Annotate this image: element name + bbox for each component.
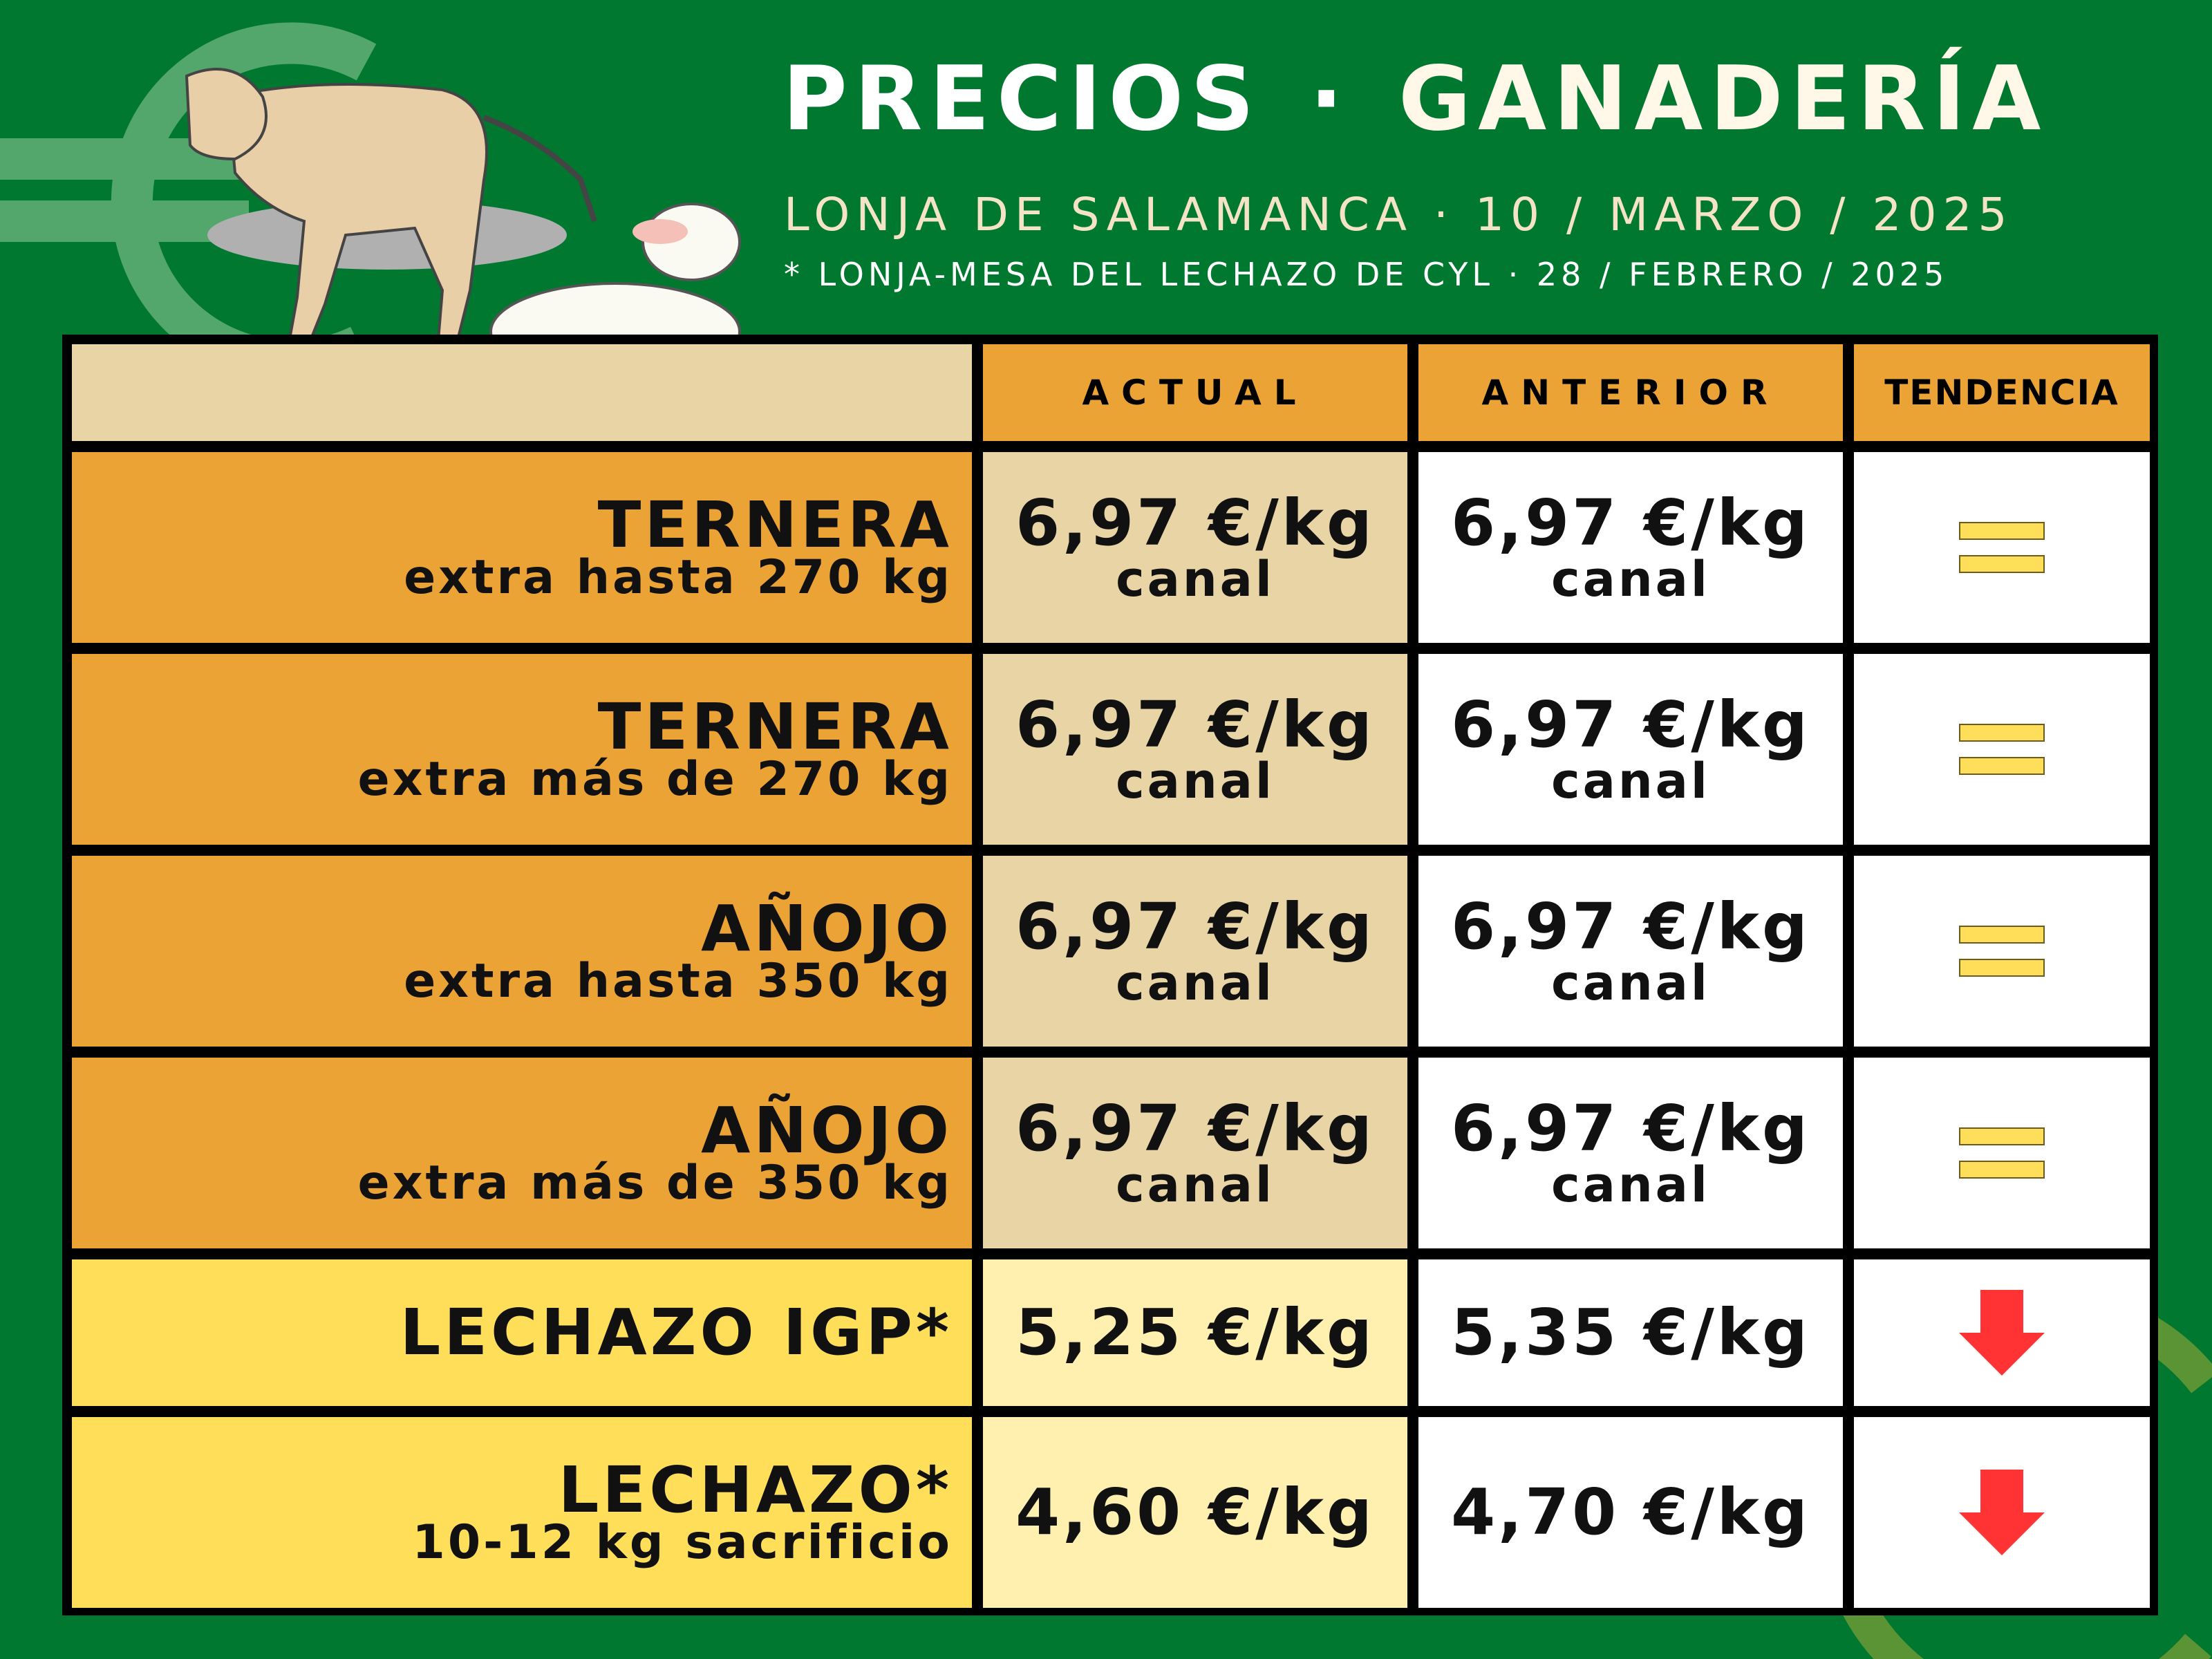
actual-price-cell: 5,25 €/kg: [983, 1259, 1407, 1406]
title-right: GANADERÍA: [1398, 48, 2048, 151]
trend-cell: [1854, 1058, 2150, 1248]
trend-cell: [1854, 1259, 2150, 1406]
product-detail: extra más de 350 kg: [357, 1156, 953, 1210]
price-unit: canal: [1551, 753, 1710, 809]
product-name: TERNERA: [597, 488, 953, 562]
product-cell: AÑOJO extra más de 350 kg: [72, 1058, 972, 1248]
page-title: PRECIOS · GANADERÍA: [782, 55, 2047, 144]
actual-price-cell: 6,97 €/kg canal: [983, 654, 1407, 845]
product-detail: extra hasta 270 kg: [404, 550, 953, 605]
price-unit: canal: [1551, 551, 1710, 608]
product-cell: TERNERA extra más de 270 kg: [72, 654, 972, 845]
product-detail: extra más de 270 kg: [357, 752, 953, 807]
previous-price: 6,97 €/kg: [1451, 1091, 1810, 1165]
product-cell: LECHAZO* 10-12 kg sacrificio: [72, 1417, 972, 1608]
product-name: LECHAZO*: [558, 1453, 953, 1527]
actual-price-cell: 4,60 €/kg: [983, 1417, 1407, 1608]
equal-icon: [1959, 522, 2045, 573]
actual-price: 6,97 €/kg: [1015, 1091, 1375, 1165]
product-detail: extra hasta 350 kg: [404, 954, 953, 1009]
previous-price: 4,70 €/kg: [1451, 1475, 1810, 1549]
actual-price-cell: 6,97 €/kg canal: [983, 856, 1407, 1047]
product-name: LECHAZO IGP*: [400, 1295, 953, 1369]
actual-price: 5,25 €/kg: [1015, 1295, 1375, 1369]
actual-price: 6,97 €/kg: [1015, 688, 1375, 762]
product-name: TERNERA: [597, 690, 953, 764]
equal-icon: [1959, 1127, 2045, 1179]
trend-cell: [1854, 856, 2150, 1047]
previous-price: 6,97 €/kg: [1451, 688, 1810, 762]
price-unit: canal: [1116, 753, 1275, 809]
subtitle: LONJA DE SALAMANCA · 10 / MARZO / 2025: [784, 188, 2014, 241]
header-blank-cell: [72, 344, 972, 441]
price-unit: canal: [1116, 955, 1275, 1011]
previous-price-cell: 6,97 €/kg canal: [1418, 452, 1843, 643]
trend-cell: [1854, 452, 2150, 643]
price-table: ACTUAL ANTERIOR TENDENCIA TERNERA extra h…: [62, 335, 2158, 1615]
previous-price: 5,35 €/kg: [1451, 1295, 1810, 1369]
arrow-down-icon: [1959, 1290, 2045, 1376]
previous-price-cell: 6,97 €/kg canal: [1418, 654, 1843, 845]
price-unit: canal: [1116, 551, 1275, 608]
actual-price: 6,97 €/kg: [1015, 486, 1375, 560]
actual-price-cell: 6,97 €/kg canal: [983, 452, 1407, 643]
product-cell: LECHAZO IGP*: [72, 1259, 972, 1406]
header-actual: ACTUAL: [983, 344, 1407, 441]
equal-icon: [1959, 724, 2045, 775]
equal-icon: [1959, 926, 2045, 977]
title-separator: ·: [1309, 48, 1350, 151]
previous-price: 6,97 €/kg: [1451, 890, 1810, 964]
actual-price-cell: 6,97 €/kg canal: [983, 1058, 1407, 1248]
previous-price: 6,97 €/kg: [1451, 486, 1810, 560]
previous-price-cell: 6,97 €/kg canal: [1418, 1058, 1843, 1248]
price-unit: canal: [1116, 1156, 1275, 1213]
trend-cell: [1854, 654, 2150, 845]
footnote: * LONJA-MESA DEL LECHAZO DE CYL · 28 / F…: [784, 256, 1949, 293]
product-detail: 10-12 kg sacrificio: [412, 1515, 953, 1570]
header-anterior: ANTERIOR: [1418, 344, 1843, 441]
previous-price-cell: 4,70 €/kg: [1418, 1417, 1843, 1608]
actual-price: 6,97 €/kg: [1015, 890, 1375, 964]
actual-price: 4,60 €/kg: [1015, 1475, 1375, 1549]
product-name: AÑOJO: [701, 1094, 953, 1168]
arrow-down-icon: [1959, 1470, 2045, 1555]
calf-illustration-icon: [185, 68, 597, 375]
title-left: PRECIOS: [782, 48, 1262, 151]
price-unit: canal: [1551, 955, 1710, 1011]
trend-cell: [1854, 1417, 2150, 1608]
header-tendencia: TENDENCIA: [1854, 344, 2150, 441]
previous-price-cell: 5,35 €/kg: [1418, 1259, 1843, 1406]
price-unit: canal: [1551, 1156, 1710, 1213]
product-name: AÑOJO: [701, 892, 953, 966]
product-cell: AÑOJO extra hasta 350 kg: [72, 856, 972, 1047]
previous-price-cell: 6,97 €/kg canal: [1418, 856, 1843, 1047]
product-cell: TERNERA extra hasta 270 kg: [72, 452, 972, 643]
